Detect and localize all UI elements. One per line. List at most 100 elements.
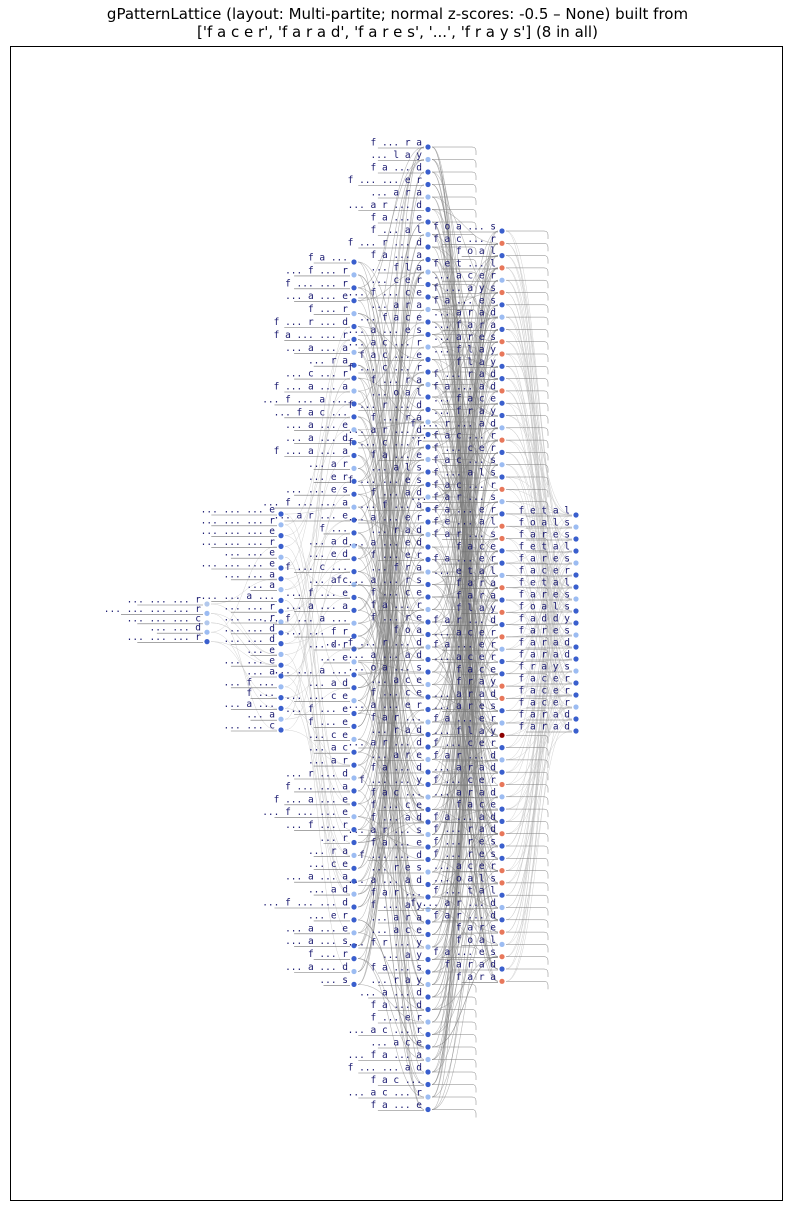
node-dot — [278, 619, 284, 625]
node-label: ... a r ... e — [274, 511, 349, 522]
lattice-node: ... a ... e — [285, 420, 357, 433]
lattice-edge — [432, 271, 477, 280]
lattice-edge — [505, 439, 573, 600]
node-label: ... a d — [308, 885, 348, 896]
node-dot — [425, 381, 431, 388]
node-label: f a r ... — [371, 713, 422, 724]
lattice-edge — [357, 855, 425, 898]
lattice-edge — [432, 759, 477, 768]
lattice-edge — [357, 661, 425, 673]
lattice-node: f a r e s — [519, 554, 579, 566]
lattice-edge — [505, 292, 573, 672]
lattice-node: f a r ... d — [433, 910, 505, 923]
node-label: ... e r — [308, 472, 348, 483]
lattice-edge — [506, 230, 549, 239]
node-dot — [499, 794, 505, 800]
node-dot — [573, 656, 579, 662]
node-dot — [499, 646, 505, 652]
node-dot — [425, 919, 431, 925]
node-label: f ... ... a — [285, 781, 348, 792]
lattice-edge — [506, 415, 549, 424]
lattice-node: ... o a ... s — [348, 663, 431, 675]
lattice-edge — [432, 821, 477, 830]
node-label: f a ... s — [371, 963, 422, 974]
node-dot — [573, 692, 579, 698]
node-dot — [499, 253, 505, 259]
lattice-node: ... a r e — [371, 750, 431, 763]
node-label: f ... e r — [371, 550, 423, 561]
node-dot — [351, 349, 357, 355]
lattice-node: ... f ... ... e — [262, 807, 357, 820]
node-dot — [499, 671, 505, 677]
lattice-edge — [432, 934, 477, 943]
node-label: f a r a — [456, 578, 496, 589]
node-dot — [425, 619, 431, 625]
lattice-edge — [506, 968, 549, 977]
lattice-edge — [357, 984, 425, 1023]
node-label: f ... — [319, 523, 348, 534]
lattice-edge — [431, 279, 499, 1085]
lattice-edge — [505, 390, 573, 684]
lattice-node: ... l a y — [371, 150, 431, 163]
lattice-node: ... ... e s — [285, 485, 357, 497]
lattice-node: ... f ... a ... — [262, 614, 357, 626]
lattice-node: ... a r — [308, 756, 357, 768]
node-dot — [351, 801, 357, 807]
lattice-edge — [357, 496, 425, 882]
node-label: f a r a — [456, 972, 496, 983]
lattice-edge — [432, 321, 477, 330]
lattice-edge — [357, 764, 425, 1048]
lattice-edge — [505, 562, 573, 896]
lattice-node: f a r ... s — [433, 529, 505, 542]
lattice-node: ... ... e — [224, 656, 284, 668]
lattice-node: ... f a r a — [433, 320, 505, 332]
lattice-edge — [431, 267, 499, 773]
lattice-node: ... ... ... r — [201, 537, 284, 550]
node-dot — [499, 781, 505, 788]
node-dot — [425, 231, 431, 238]
node-label: f ... r — [308, 304, 348, 315]
lattice-node: f a ... d — [371, 1000, 431, 1013]
node-dot — [351, 375, 357, 381]
node-label: f a r e s — [519, 554, 570, 565]
lattice-edge — [431, 279, 499, 723]
node-dot — [351, 504, 357, 510]
lattice-edge — [432, 809, 477, 818]
lattice-node: ... r a — [308, 356, 357, 368]
lattice-edge — [505, 476, 573, 516]
node-dot — [425, 506, 431, 513]
node-label: f ... r e — [371, 613, 423, 624]
node-label: ... o a ... s — [348, 663, 422, 674]
lattice-edge — [505, 476, 573, 696]
lattice-edge — [357, 171, 425, 972]
lattice-edge — [432, 234, 477, 243]
node-dot — [499, 314, 505, 320]
node-dot — [499, 732, 505, 738]
node-label: ... e d — [308, 549, 348, 560]
lattice-node: f ... e r — [371, 550, 431, 563]
node-dot — [278, 587, 284, 593]
node-dot — [351, 362, 357, 368]
node-label: ... ... ... e — [201, 559, 276, 570]
lattice-edge — [506, 759, 549, 768]
lattice-edge — [357, 146, 425, 301]
lattice-edge — [432, 159, 477, 168]
lattice-node: ... a r a d — [433, 787, 505, 800]
lattice-edge — [506, 513, 549, 522]
node-dot — [278, 565, 284, 571]
lattice-edge — [432, 871, 477, 880]
lattice-edge — [505, 489, 573, 516]
lattice-edge — [432, 1009, 477, 1018]
lattice-node: ... a y — [382, 950, 431, 963]
lattice-edge — [432, 746, 477, 755]
node-dot — [425, 756, 431, 763]
lattice-node: ... a r a d — [433, 763, 505, 775]
lattice-edge — [506, 808, 549, 818]
lattice-node: f a r a d — [445, 960, 505, 972]
lattice-edge — [432, 1084, 477, 1093]
node-label: f a c e r — [519, 686, 571, 697]
lattice-node: f a ... a — [371, 250, 431, 263]
lattice-node: ... e t a l — [433, 566, 505, 579]
node-dot — [351, 852, 357, 859]
node-dot — [499, 228, 505, 234]
